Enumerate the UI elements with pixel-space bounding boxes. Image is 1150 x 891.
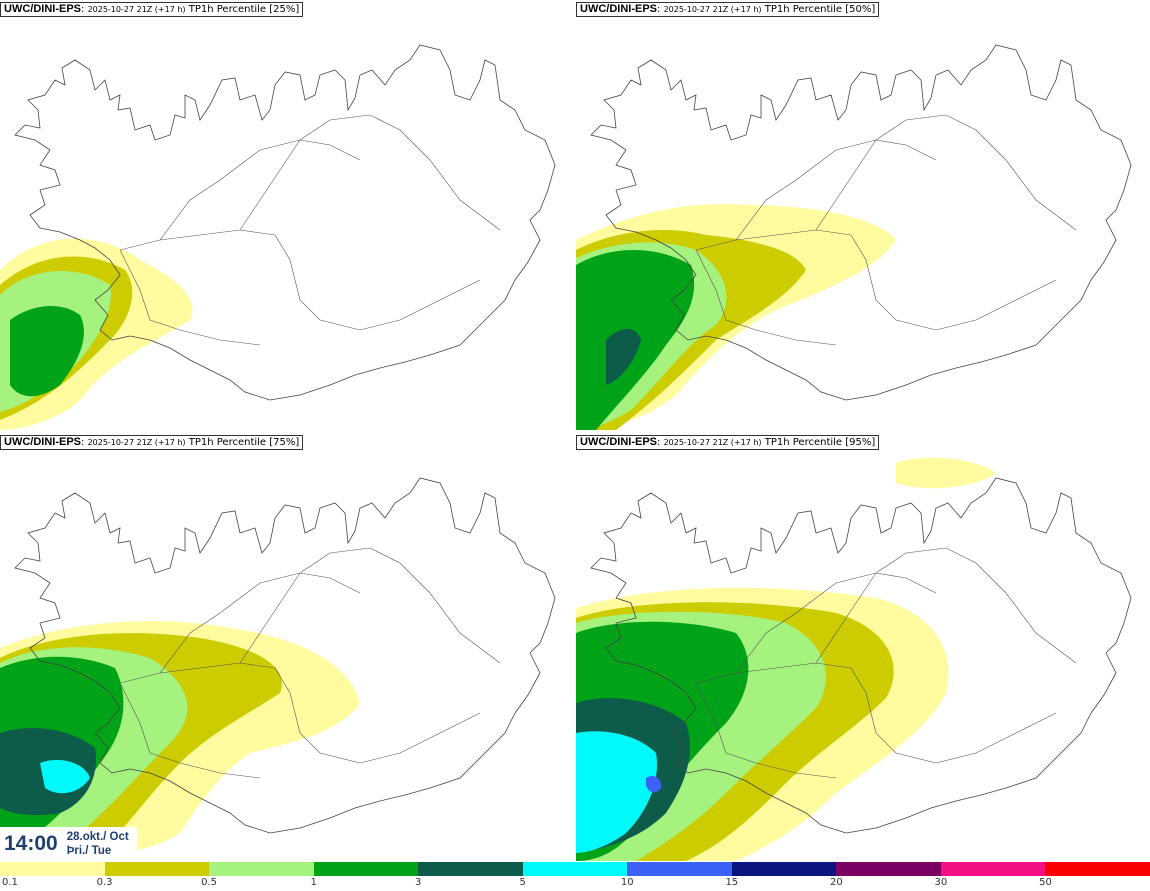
- colorbar-label: 1: [310, 877, 317, 888]
- colorbar-label: 15: [725, 877, 739, 888]
- panel-title: UWC/DINI-EPS: 2025-10-27 21Z (+17 h) TP1…: [576, 2, 880, 17]
- colorbar-label: 5: [519, 877, 526, 888]
- colorbar-label: 0.1: [2, 877, 18, 888]
- map-panel-p25: UWC/DINI-EPS: 2025-10-27 21Z (+17 h) TP1…: [0, 0, 574, 430]
- colorbar-ticks: 0.1 0.3 0.5 1 3 5 10 15 20 30 50: [0, 877, 1150, 891]
- colorbar-swatch: [209, 862, 314, 876]
- run-time: 2025-10-27 21Z (+17 h): [87, 438, 186, 447]
- colorbar-swatch: [418, 862, 523, 876]
- colorbar-swatch: [0, 862, 105, 876]
- run-time: 2025-10-27 21Z (+17 h): [663, 5, 762, 14]
- colorbar-swatch: [940, 862, 1046, 876]
- model-name: UWC/DINI-EPS: [580, 436, 657, 448]
- colorbar-label: 50: [1039, 877, 1052, 888]
- precip-map-p50: [576, 44, 1132, 430]
- colorbar-label: 20: [829, 877, 843, 888]
- parameter-label: TP1h Percentile [25%]: [188, 4, 300, 15]
- run-time: 2025-10-27 21Z (+17 h): [663, 438, 762, 447]
- parameter-label: TP1h Percentile [75%]: [188, 437, 300, 448]
- colorbar-swatch: [836, 862, 941, 876]
- panel-title: UWC/DINI-EPS: 2025-10-27 21Z (+17 h) TP1…: [0, 435, 304, 450]
- colorbar-label: 0.5: [201, 877, 218, 888]
- map-panel-p75: UWC/DINI-EPS: 2025-10-27 21Z (+17 h) TP1…: [0, 433, 574, 861]
- colorbar-swatch: [1045, 862, 1150, 876]
- model-name: UWC/DINI-EPS: [4, 436, 81, 448]
- parameter-label: TP1h Percentile [50%]: [764, 4, 876, 15]
- colorbar-label: 3: [414, 877, 422, 888]
- map-panel-p95: UWC/DINI-EPS: 2025-10-27 21Z (+17 h) TP1…: [576, 433, 1150, 861]
- parameter-label: TP1h Percentile [95%]: [764, 437, 876, 448]
- colorbar-label: 10: [620, 877, 634, 888]
- model-name: UWC/DINI-EPS: [580, 3, 657, 15]
- day-line: Þri./ Tue: [66, 845, 112, 857]
- run-time: 2025-10-27 21Z (+17 h): [87, 5, 186, 14]
- panel-title: UWC/DINI-EPS: 2025-10-27 21Z (+17 h) TP1…: [576, 435, 880, 450]
- colorbar-swatch: [731, 862, 837, 876]
- valid-time: 14:00: [4, 832, 58, 855]
- panel-title: UWC/DINI-EPS: 2025-10-27 21Z (+17 h) TP1…: [0, 2, 304, 17]
- colorbar-swatch: [104, 862, 210, 876]
- colorbar-swatch: [313, 862, 419, 876]
- model-name: UWC/DINI-EPS: [4, 3, 81, 15]
- colorbar-swatch: [627, 862, 732, 876]
- valid-time-box: 14:00 28.okt./ Oct Þri./ Tue: [0, 827, 137, 861]
- precip-map-p75: [0, 477, 556, 861]
- colorbar-swatch: [522, 862, 628, 876]
- precip-map-p95: [576, 457, 1132, 861]
- date-line: 28.okt./ Oct: [66, 831, 129, 843]
- colorbar: [0, 862, 1150, 876]
- valid-date: 28.okt./ Oct Þri./ Tue: [67, 830, 129, 858]
- map-panel-p50: UWC/DINI-EPS: 2025-10-27 21Z (+17 h) TP1…: [576, 0, 1150, 430]
- colorbar-label: 30: [934, 877, 948, 888]
- precip-map-p25: [0, 44, 556, 430]
- colorbar-label: 0.3: [96, 877, 113, 888]
